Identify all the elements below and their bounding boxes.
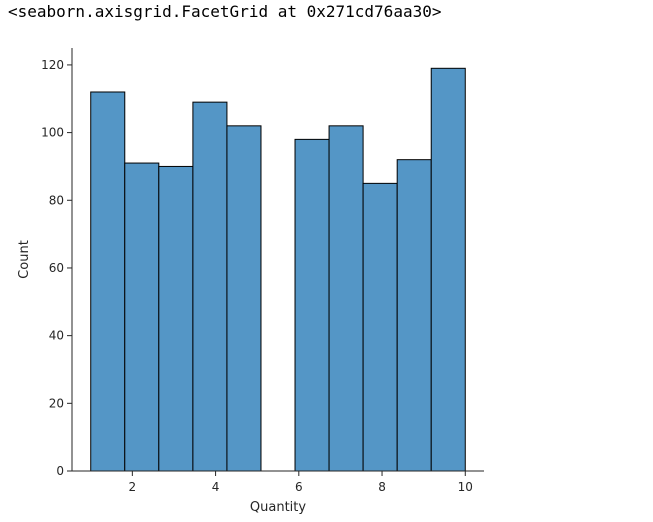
y-axis-label: Count (17, 240, 32, 279)
histogram-bar-6 (294, 138, 330, 472)
histogram-bar-4 (226, 125, 262, 472)
x-tick-label: 10 (458, 480, 473, 494)
histogram-bar-8 (362, 182, 398, 472)
y-tick-label: 40 (49, 329, 64, 343)
x-tick-label: 4 (212, 480, 220, 494)
x-tick-label: 6 (295, 480, 303, 494)
x-tick-label: 8 (378, 480, 386, 494)
y-tick-label: 100 (41, 126, 64, 140)
y-tick-label: 20 (49, 396, 64, 410)
y-tick-label: 0 (56, 464, 64, 478)
y-tick-label: 80 (49, 193, 64, 207)
histogram-bar-9 (396, 159, 432, 472)
x-tick-label: 2 (129, 480, 137, 494)
histogram-bar-2 (158, 165, 194, 472)
histogram-bar-0 (90, 91, 126, 472)
histogram-bar-3 (192, 101, 228, 472)
y-ticks-group: 0 20 40 60 80 100 120 (41, 58, 72, 478)
y-tick-label: 120 (41, 58, 64, 72)
x-axis-label: Quantity (250, 500, 306, 515)
bars-group (90, 67, 466, 472)
x-ticks-group: 2 4 6 8 10 (129, 471, 473, 494)
cell-output-repr: <seaborn.axisgrid.FacetGrid at 0x271cd76… (8, 2, 442, 21)
histogram-bar-1 (124, 162, 160, 472)
y-tick-label: 60 (49, 261, 64, 275)
axes-group (71, 48, 484, 472)
histogram-bar-7 (328, 125, 364, 472)
histogram-bar-10 (430, 67, 466, 472)
